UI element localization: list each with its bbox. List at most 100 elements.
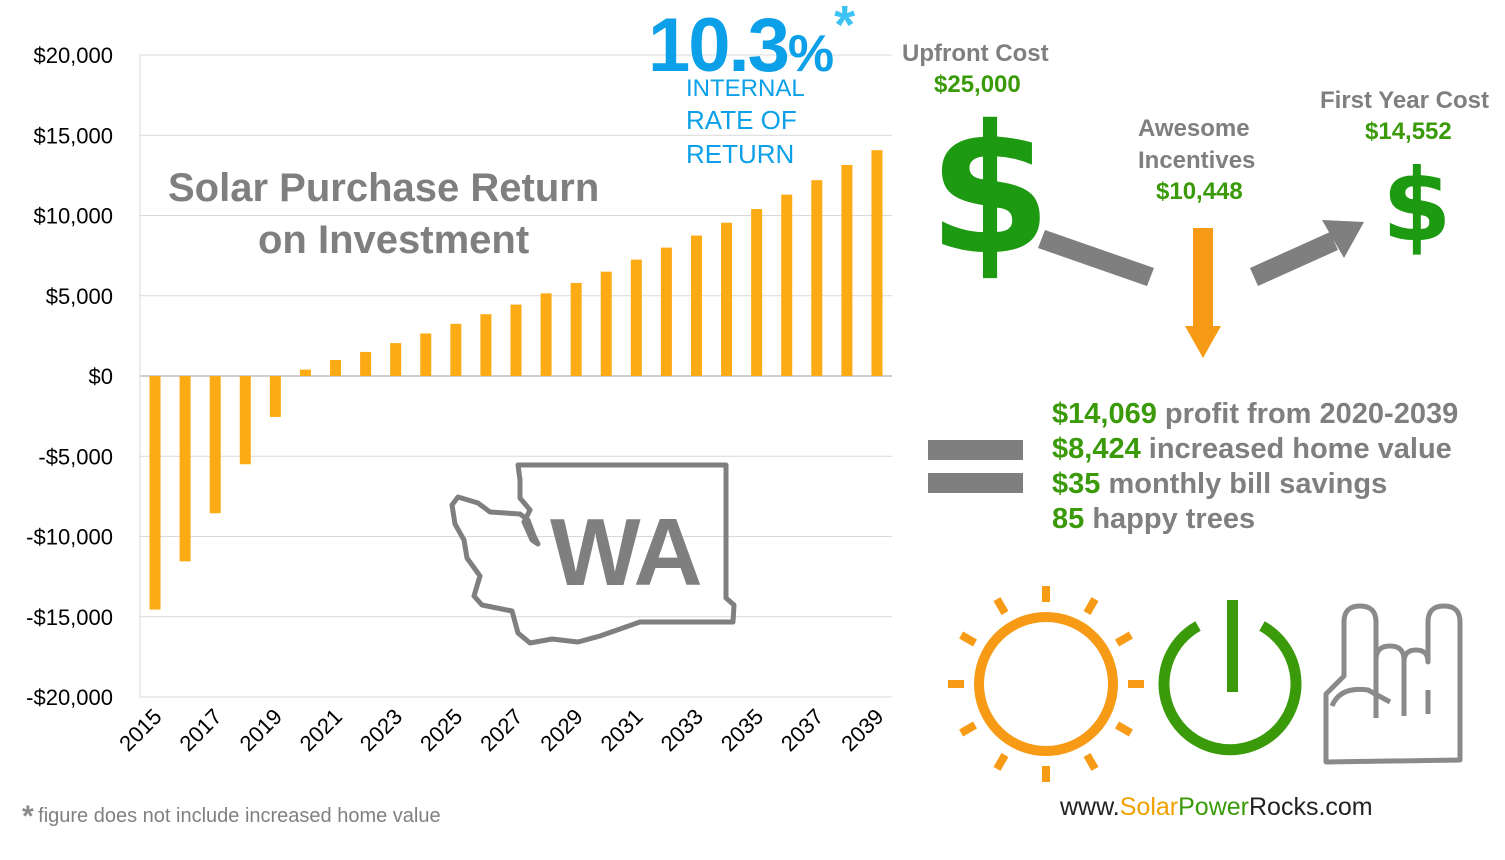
x-tick-label: 2019	[235, 704, 287, 756]
y-tick-label: -$15,000	[26, 605, 113, 630]
benefit-bill-savings-value: $35	[1052, 468, 1101, 500]
y-tick-label: $20,000	[33, 43, 113, 68]
irr-headline: 10.3%*	[648, 0, 856, 89]
benefit-home-value: $8,424 increased home value	[1052, 432, 1452, 467]
chart-title-line-2: on Investment	[258, 218, 530, 262]
benefit-profit-text: profit from 2020-2039	[1156, 398, 1459, 430]
bar-2037	[811, 180, 823, 376]
bar-2038	[841, 164, 853, 376]
sun-ray	[1083, 753, 1099, 771]
bar-2028	[540, 293, 552, 376]
y-axis-ticks: $20,000 $15,000 $10,000 $5,000 $0 -$5,000 -$10…	[26, 43, 113, 710]
first-year-dollar-icon: $	[1382, 147, 1452, 264]
benefit-bill-savings-text: monthly bill savings	[1100, 468, 1388, 500]
sun-ray	[993, 597, 1009, 615]
bar-2018	[239, 376, 251, 465]
benefit-home-value-value: $8,424	[1052, 433, 1141, 465]
upfront-cost-label: Upfront Cost	[902, 40, 1049, 67]
irr-percent: %	[787, 25, 835, 83]
first-year-cost-value: $14,552	[1365, 118, 1452, 145]
website-prefix: www.	[1060, 793, 1120, 821]
arrow-up-right-icon	[1250, 220, 1364, 286]
bar-2035	[751, 209, 763, 376]
bar-2024	[420, 333, 432, 376]
x-tick-label: 2039	[836, 704, 888, 756]
bar-2031	[630, 259, 642, 376]
incentives-label-line-2: Incentives	[1138, 147, 1256, 174]
chart-title-line-1: Solar Purchase Return	[168, 166, 600, 210]
arrow-down-right-icon	[1038, 230, 1154, 286]
chart-bars	[149, 150, 883, 610]
website-part-power: Power	[1178, 793, 1249, 821]
x-tick-label: 2031	[596, 704, 648, 756]
bar-2032	[660, 247, 672, 376]
website-part-solar: Solar	[1119, 793, 1179, 821]
x-tick-label: 2037	[776, 704, 828, 756]
website-part-rocks: Rocks	[1248, 793, 1319, 821]
state-label: WA	[550, 499, 703, 606]
footnote-text: figure does not include increased home v…	[38, 805, 441, 827]
equals-icon	[928, 440, 1023, 493]
bar-2020	[299, 369, 311, 376]
irr-line-3: RETURN	[686, 139, 795, 169]
bar-2036	[781, 194, 793, 376]
x-tick-label: 2023	[355, 704, 407, 756]
x-axis-ticks: 2015 2017 2019 2021 2023 2025 2027 2029 2031 2033…	[114, 704, 888, 756]
y-tick-label: $5,000	[46, 284, 113, 309]
upfront-cost-value: $25,000	[934, 71, 1021, 98]
x-tick-label: 2025	[415, 704, 467, 756]
benefit-bill-savings: $35 monthly bill savings	[1052, 467, 1387, 502]
x-tick-label: 2029	[535, 704, 587, 756]
x-tick-label: 2027	[475, 704, 527, 756]
y-tick-label: -$10,000	[26, 525, 113, 550]
y-tick-label: -$20,000	[26, 685, 113, 710]
bar-2034	[721, 222, 733, 376]
bar-2019	[269, 376, 281, 417]
benefit-trees-text: happy trees	[1084, 503, 1256, 535]
bar-2015	[149, 376, 161, 610]
first-year-cost-label: First Year Cost	[1320, 87, 1489, 114]
bar-2033	[690, 235, 702, 376]
sun-icon	[948, 586, 1144, 782]
website-link[interactable]: www.SolarPowerRocks.com	[1060, 793, 1373, 822]
irr-asterisk: *	[834, 0, 856, 55]
x-tick-label: 2033	[656, 704, 708, 756]
y-tick-label: $10,000	[33, 204, 113, 229]
y-tick-label: -$5,000	[38, 444, 113, 469]
footnote-asterisk: *	[22, 800, 34, 833]
bar-2017	[209, 376, 221, 514]
irr-value: 10.3	[648, 3, 790, 88]
washington-state-outline-icon	[449, 462, 737, 646]
y-tick-label: $15,000	[33, 123, 113, 148]
bar-2022	[360, 351, 372, 376]
bar-2021	[330, 359, 342, 376]
bar-2026	[480, 314, 492, 376]
x-tick-label: 2017	[174, 704, 226, 756]
sun-ray	[1115, 721, 1133, 737]
y-tick-label: $0	[89, 364, 113, 389]
sun-ray	[1083, 597, 1099, 615]
sun-ray	[959, 631, 977, 647]
sun-ray	[993, 753, 1009, 771]
bar-2030	[600, 271, 612, 376]
incentives-label-line-1: Awesome	[1138, 115, 1250, 142]
benefit-profit-value: $14,069	[1052, 398, 1157, 430]
arrow-down-icon	[1185, 228, 1221, 358]
irr-line-2: RATE OF	[686, 105, 797, 135]
bar-2016	[179, 376, 191, 562]
bar-2025	[450, 323, 462, 376]
irr-line-1: INTERNAL	[686, 75, 805, 102]
benefit-trees-value: 85	[1052, 503, 1085, 535]
rock-hand-icon	[1323, 603, 1463, 765]
upfront-dollar-icon: $	[928, 87, 1052, 294]
bar-2023	[390, 343, 402, 376]
footnote: * figure does not include increased home…	[22, 800, 441, 834]
benefit-trees: 85 happy trees	[1052, 502, 1255, 537]
sun-ray	[959, 721, 977, 737]
benefit-profit: $14,069 profit from 2020-2039	[1052, 397, 1458, 432]
sun-ray	[1115, 631, 1133, 647]
bar-2039	[871, 150, 883, 376]
power-icon	[1158, 600, 1302, 756]
bar-2029	[570, 282, 582, 376]
